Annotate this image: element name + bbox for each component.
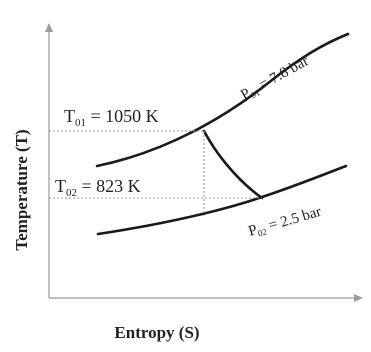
isobar-p01-curve: [95, 32, 350, 168]
p02-subscript: 02: [257, 226, 268, 238]
t01-subscript: 01: [75, 117, 86, 129]
t01-label: T01 = 1050 K: [64, 106, 159, 129]
p02-value: = 2.5 bar: [263, 204, 323, 235]
t02-label: T02 = 823 K: [55, 176, 141, 199]
t01-symbol: T: [64, 106, 75, 126]
p01-value: = 7.8 bar: [253, 53, 311, 95]
t01-value: = 1050 K: [86, 106, 159, 126]
x-axis-label: Entropy (S): [114, 323, 199, 342]
p01-subscript: 01: [249, 87, 262, 100]
t02-subscript: 02: [66, 187, 77, 199]
p02-label: P02 = 2.5 bar: [247, 204, 324, 241]
y-axis-label: Temperature (T): [12, 129, 31, 250]
expansion-process-curve: [202, 129, 264, 200]
t02-symbol: T: [55, 176, 66, 196]
t02-value: = 823 K: [77, 176, 141, 196]
isobar-p02-curve: [96, 164, 348, 236]
p01-label: P01 = 7.8 bar: [238, 53, 312, 104]
